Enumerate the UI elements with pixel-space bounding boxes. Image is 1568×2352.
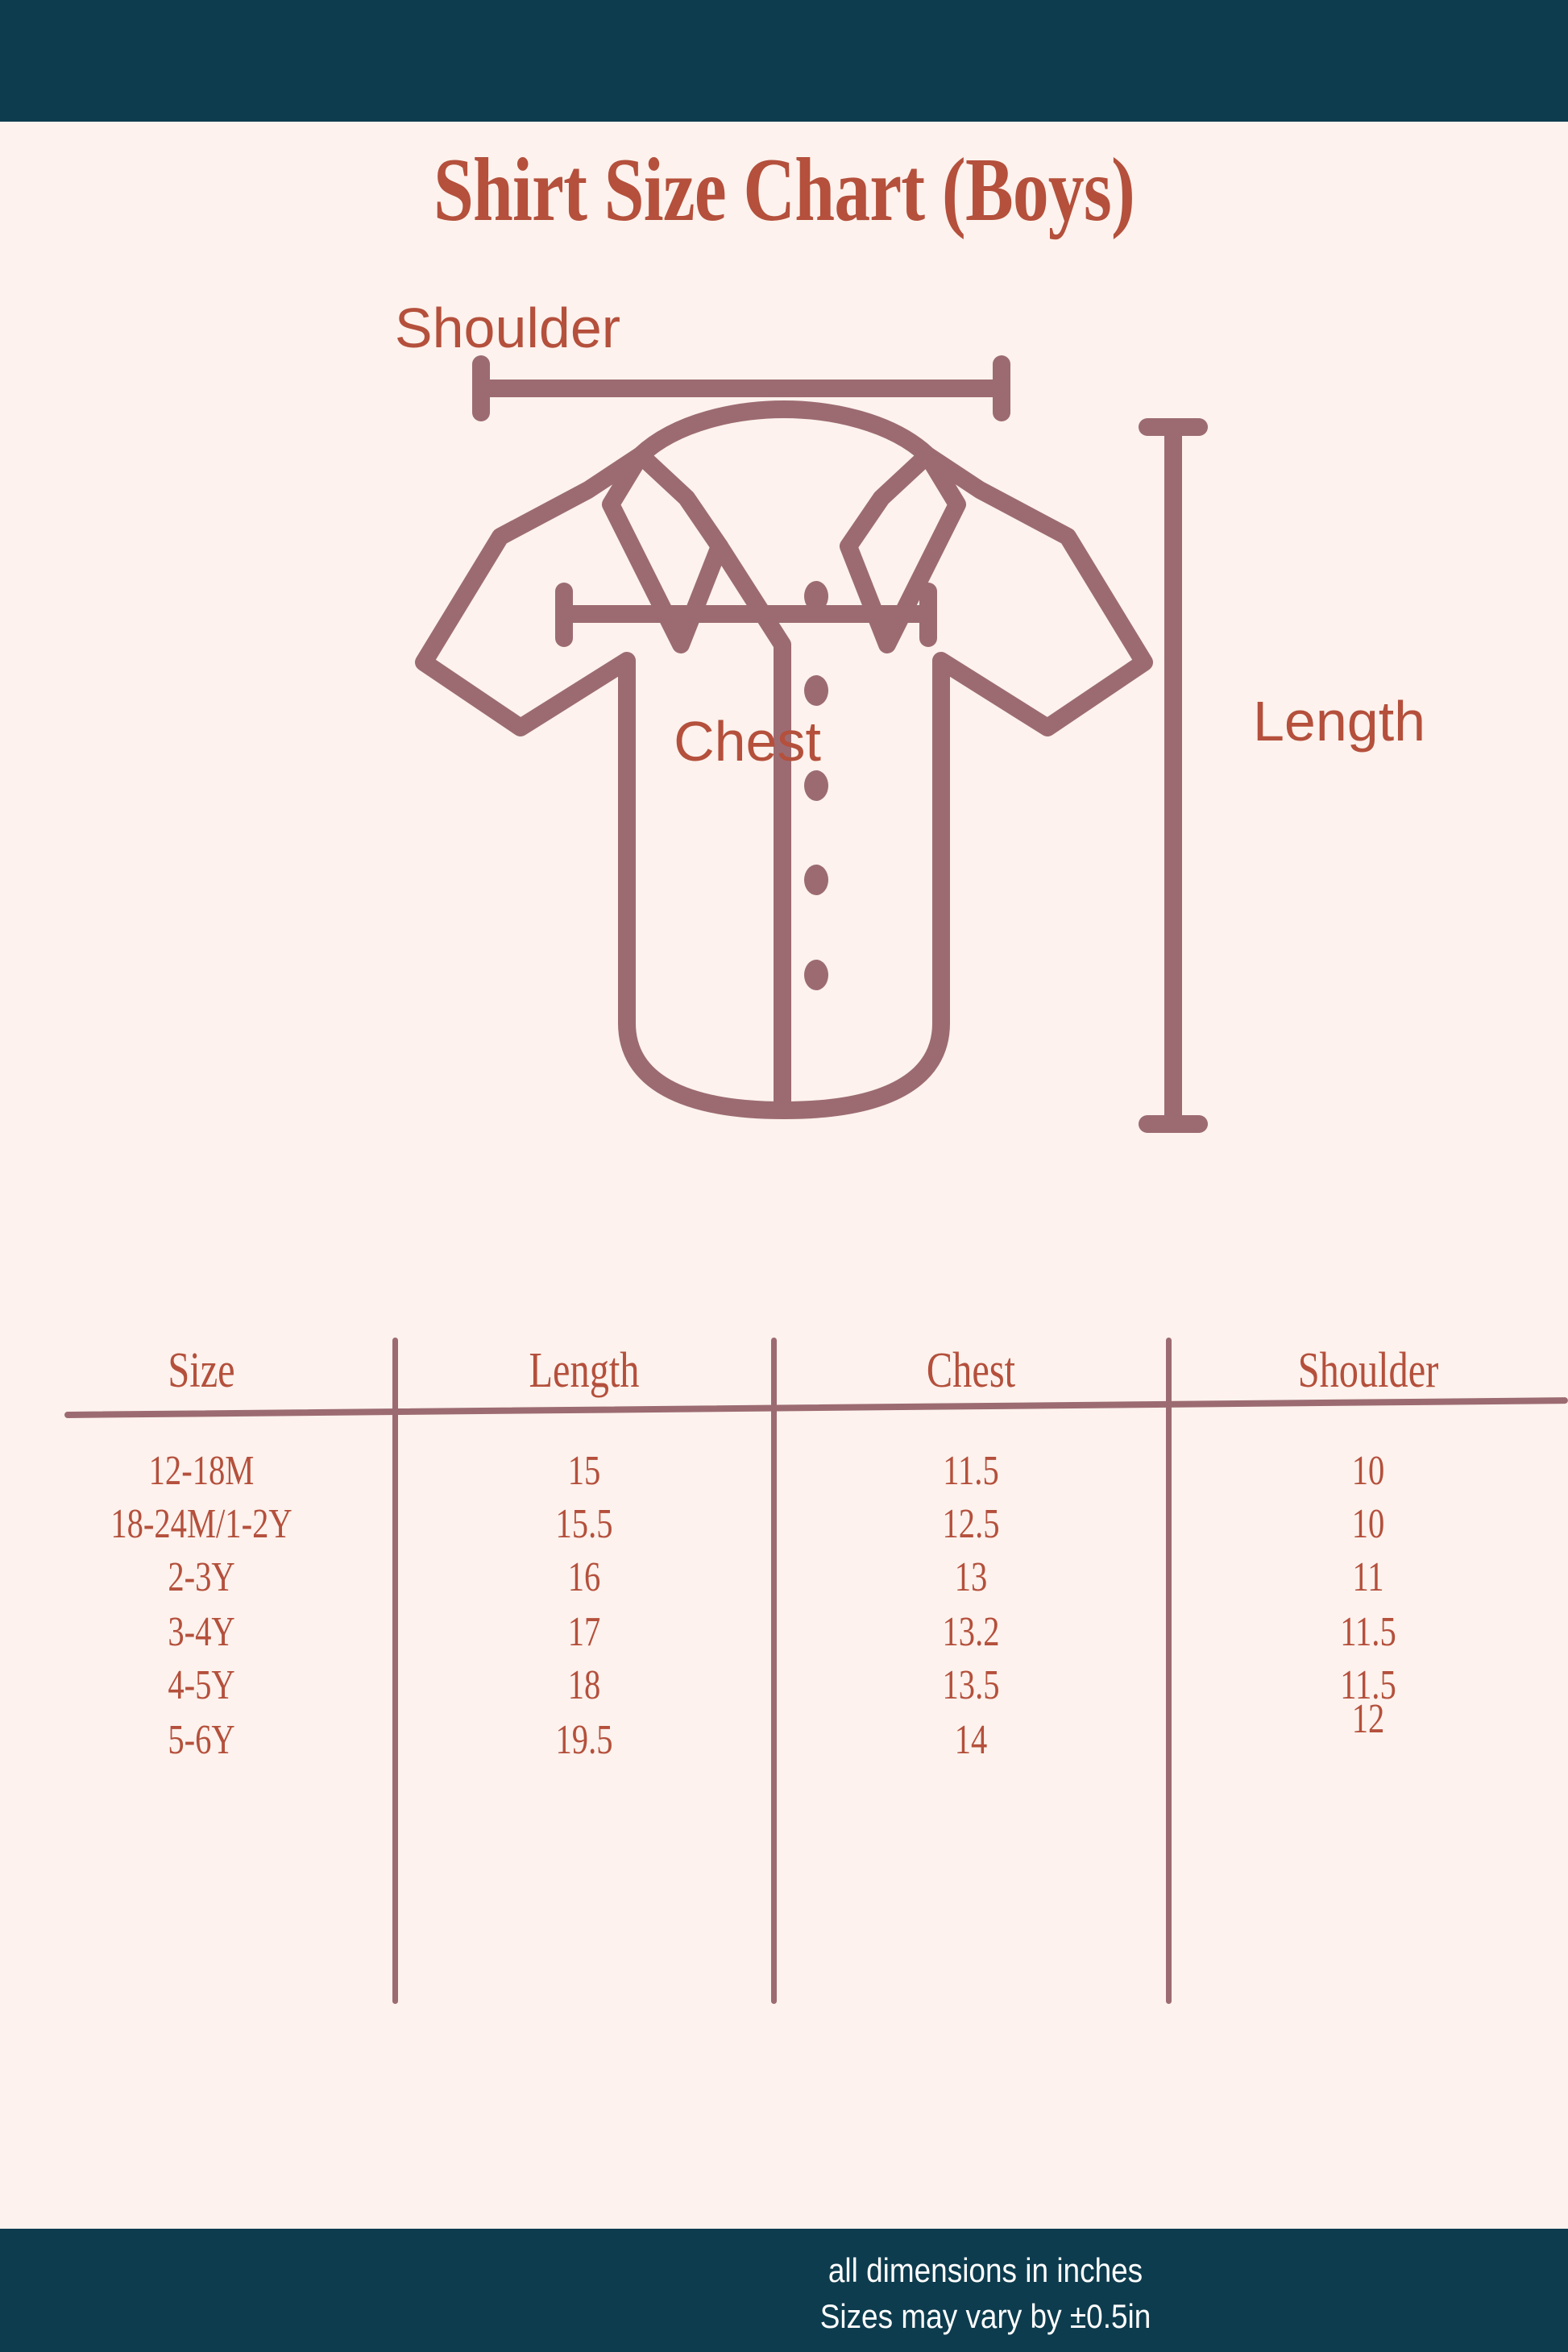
button-3 <box>804 770 828 801</box>
table-row: 2-3Y <box>168 1554 235 1600</box>
table-row: 16 <box>567 1554 601 1600</box>
table-row: 17 <box>567 1609 601 1655</box>
column-divider-1 <box>392 1338 398 2004</box>
table-row: 18 <box>567 1662 601 1708</box>
table-row: 11.5 <box>1340 1609 1396 1655</box>
table-row: 4-5Y <box>168 1662 235 1708</box>
table-header-length: Length <box>529 1343 640 1398</box>
shirt-illustration-svg <box>415 355 1208 1133</box>
table-row: 11.5 <box>943 1448 999 1494</box>
shirt-buttons <box>804 581 828 990</box>
button-4 <box>804 865 828 895</box>
footer-line-units: all dimensions in inches <box>828 2251 1143 2289</box>
chest-measure-bar <box>555 583 937 647</box>
table-row: 10 <box>1351 1501 1385 1547</box>
table-row: 12 <box>1351 1696 1385 1742</box>
chest-label: Chest <box>674 710 821 773</box>
table-row: 11 <box>1352 1554 1384 1600</box>
shoulder-label: Shoulder <box>394 297 621 359</box>
table-row: 13 <box>954 1554 988 1600</box>
button-placket-path <box>711 537 791 1118</box>
header-rule <box>64 1397 1568 1418</box>
column-divider-3 <box>1166 1338 1172 2004</box>
table-header-size: Size <box>168 1343 235 1398</box>
table-gridlines <box>0 1313 1568 2039</box>
table-row: 15.5 <box>555 1501 613 1547</box>
table-row: 12.5 <box>942 1501 1000 1547</box>
table-row: 15 <box>567 1448 601 1494</box>
table-row: 10 <box>1351 1448 1385 1494</box>
column-divider-2 <box>771 1338 777 2004</box>
page-title: Shirt Size Chart (Boys) <box>433 140 1135 240</box>
table-row: 19.5 <box>555 1717 613 1763</box>
table-row: 14 <box>954 1717 988 1763</box>
collar-left-path <box>602 446 728 653</box>
table-row: 18-24M/1-2Y <box>110 1501 292 1547</box>
table-header-chest: Chest <box>926 1343 1016 1398</box>
top-banner <box>0 0 1568 122</box>
table-row: 13.5 <box>942 1662 1000 1708</box>
button-2 <box>804 675 828 706</box>
size-table: Size Length Chest Shoulder 12-18M 15 11.… <box>0 1313 1568 2039</box>
shirt-diagram: Shoulder Chest Length <box>0 266 1568 1176</box>
table-header-shoulder: Shoulder <box>1297 1343 1439 1398</box>
table-row: 13.2 <box>942 1609 1000 1655</box>
table-row: 12-18M <box>148 1448 255 1494</box>
shirt-body-path <box>415 400 1153 1119</box>
collar-right-path <box>840 446 966 653</box>
table-row: 11.5 <box>1340 1662 1396 1708</box>
bottom-banner <box>0 2229 1568 2352</box>
table-row: 5-6Y <box>168 1717 235 1763</box>
footer-note: all dimensions in inches Sizes may vary … <box>0 2229 1568 2352</box>
footer-line-tolerance: Sizes may vary by ±0.5in <box>819 2296 1151 2335</box>
button-5 <box>804 960 828 990</box>
shoulder-measure-bar <box>472 355 1010 421</box>
length-label: Length <box>1253 690 1426 753</box>
button-1 <box>804 581 828 612</box>
length-measure-bar <box>1139 418 1208 1133</box>
table-row: 3-4Y <box>168 1609 235 1655</box>
